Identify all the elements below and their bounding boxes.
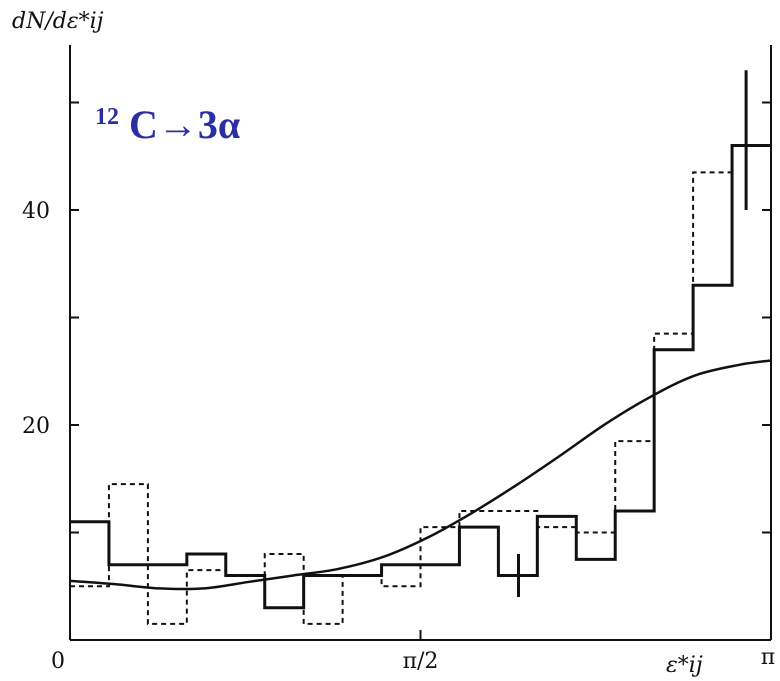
y-tick-label: 20 — [22, 414, 50, 439]
x-axis-label: ε*ij — [666, 653, 703, 678]
mass-number: 12 — [95, 104, 119, 130]
y-axis-label: dN/dε*ij — [12, 9, 104, 34]
y-tick-label: 40 — [22, 199, 50, 224]
reaction-annotation: 12 C→3α — [95, 88, 240, 147]
theory-curve — [69, 359, 772, 591]
reaction-text: C→3α — [129, 102, 240, 147]
plot-area — [69, 70, 772, 625]
dashed-histogram — [70, 144, 771, 625]
x-tick-label: 0 — [51, 649, 65, 674]
x-tick-label: π/2 — [403, 649, 439, 674]
x-tick-label: π — [761, 645, 775, 670]
dashed-histogram-line — [70, 144, 771, 625]
